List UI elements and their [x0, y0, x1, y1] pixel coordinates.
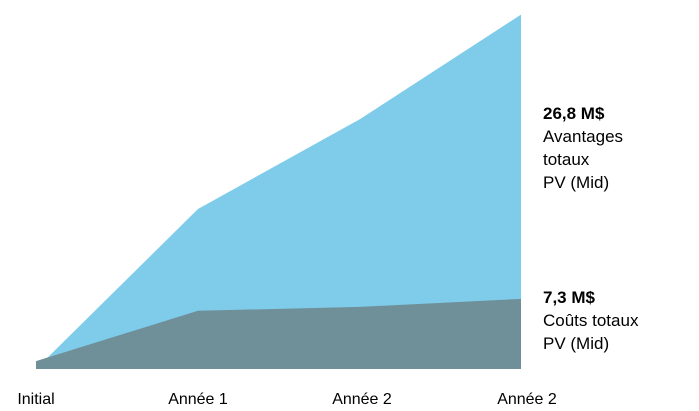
- costs-label-line-1: Coûts totaux: [543, 311, 639, 330]
- x-tick-label: Année 2: [332, 391, 392, 408]
- benefits-label-line-1: Avantages: [543, 127, 624, 146]
- series-area-costs: [36, 298, 521, 369]
- x-tick-label: Année 2: [497, 391, 557, 408]
- x-tick-label: Année 1: [168, 391, 228, 408]
- benefits-label-line-3: PV (Mid): [543, 173, 610, 192]
- costs-total-value: 7,3 M$: [543, 288, 595, 307]
- costs-label-line-2: PV (Mid): [543, 334, 610, 353]
- benefits-annotation: 26,8 M$ Avantages totaux PV (Mid): [543, 102, 623, 194]
- costs-annotation: 7,3 M$ Coûts totaux PV (Mid): [543, 286, 638, 355]
- benefits-total-value: 26,8 M$: [543, 104, 605, 123]
- benefits-label-line-2: totaux: [543, 150, 590, 169]
- series-area-benefits: [36, 14, 521, 369]
- x-tick-label: Initial: [17, 391, 54, 408]
